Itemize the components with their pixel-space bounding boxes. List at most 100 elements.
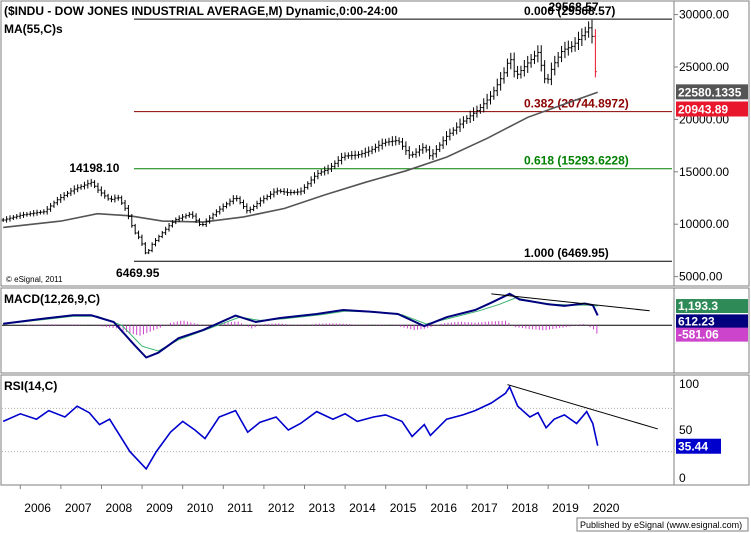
price-bar <box>570 41 574 53</box>
price-bar <box>326 164 330 175</box>
price-bar <box>424 144 428 153</box>
price-bar <box>167 223 171 232</box>
rsi-line <box>2 385 599 471</box>
price-bar <box>214 209 218 217</box>
price-bar <box>130 214 134 228</box>
price-value-tag: 22580.1335 <box>676 84 748 100</box>
rsi-title: RSI(14,C) <box>4 379 57 393</box>
price-bar <box>516 65 520 80</box>
price-bar <box>252 204 256 212</box>
price-bar <box>478 103 482 114</box>
price-bar <box>211 212 215 220</box>
price-bar <box>407 146 411 159</box>
price-bar <box>306 181 310 190</box>
price-bar <box>255 200 259 210</box>
price-bar <box>509 52 513 70</box>
x-tick-label: 2008 <box>105 501 132 515</box>
price-bar <box>519 65 523 79</box>
price-bar <box>197 218 201 227</box>
macd-main-line <box>3 292 599 359</box>
price-bar <box>137 230 141 240</box>
price-bar <box>296 188 300 196</box>
x-tick-label: 2015 <box>390 501 417 515</box>
price-bar <box>32 210 36 217</box>
price-bar <box>492 86 496 100</box>
price-annotations: 29568.57 14198.10 6469.95 <box>69 0 599 280</box>
x-tick-label: 2010 <box>187 501 214 515</box>
price-bar <box>512 52 516 78</box>
price-bar <box>532 50 536 65</box>
price-bar <box>11 215 15 221</box>
rsi-tick-label: 0 <box>679 471 686 485</box>
price-bar <box>18 212 22 219</box>
price-bar <box>22 211 26 218</box>
copyright-label: © eSignal, 2011 <box>6 275 63 284</box>
price-bar <box>1 217 5 222</box>
price-bar <box>269 191 273 200</box>
price-bar <box>539 45 543 72</box>
svg-text:612.23: 612.23 <box>678 314 715 328</box>
price-bar <box>566 40 570 56</box>
price-bar <box>174 217 178 225</box>
price-bar <box>228 198 232 207</box>
price-bar <box>560 45 564 63</box>
price-bar <box>275 187 279 195</box>
price-tick-label: 15000.00 <box>679 165 729 179</box>
macd-trendline <box>491 293 650 312</box>
price-bar <box>363 147 367 158</box>
price-bar <box>150 242 154 253</box>
price-bar <box>488 91 492 105</box>
x-tick-label: 2006 <box>24 501 51 515</box>
x-tick-label: 2009 <box>146 501 173 515</box>
price-bar <box>170 220 174 228</box>
price-bar <box>38 210 42 215</box>
price-bar <box>438 142 442 152</box>
price-bar <box>218 205 222 215</box>
price-bar <box>373 143 377 153</box>
price-bar <box>225 201 229 209</box>
price-bar <box>313 172 317 184</box>
price-bar <box>147 249 151 255</box>
price-bars <box>1 19 597 255</box>
price-bar <box>445 131 449 146</box>
price-annotation: 6469.95 <box>116 266 160 280</box>
price-bar <box>49 202 53 212</box>
price-bar <box>387 137 391 146</box>
x-tick-label: 2013 <box>309 501 336 515</box>
fib-label-0: 0.000 (29568.57) <box>524 4 615 18</box>
macd-path <box>3 292 599 359</box>
price-bar <box>157 234 161 243</box>
chart-title: ($INDU - DOW JONES INDUSTRIAL AVERAGE,M)… <box>4 4 398 18</box>
price-bar <box>262 195 266 204</box>
price-bar <box>35 209 39 216</box>
price-bar <box>28 211 32 217</box>
price-bar <box>248 206 252 214</box>
price-bar <box>116 194 120 201</box>
price-bar <box>367 146 371 157</box>
price-bar <box>502 67 506 84</box>
price-bar <box>265 194 269 201</box>
price-bar <box>346 152 350 159</box>
price-bar <box>69 187 73 196</box>
fib-label-1: 0.382 (20744.8972) <box>524 97 629 111</box>
price-bar <box>472 107 476 122</box>
price-bar <box>93 180 97 189</box>
price-bar <box>140 234 144 246</box>
x-tick-label: 2016 <box>430 501 457 515</box>
price-bar <box>123 199 127 211</box>
price-bar <box>377 140 381 152</box>
price-bar <box>505 58 509 77</box>
price-bar <box>89 178 93 187</box>
price-bar <box>103 189 107 199</box>
macd-histogram <box>27 320 598 336</box>
price-bar <box>404 141 408 155</box>
svg-text:1,193.3: 1,193.3 <box>678 299 718 313</box>
price-bar <box>181 213 185 221</box>
rsi-value-tags: 35.44 <box>676 438 721 454</box>
price-bar <box>86 179 90 189</box>
fib-label-3: 1.000 (6469.95) <box>524 246 609 260</box>
price-bar <box>543 60 547 84</box>
price-bar <box>549 62 553 86</box>
price-bar <box>194 213 198 223</box>
price-bar <box>350 150 354 160</box>
